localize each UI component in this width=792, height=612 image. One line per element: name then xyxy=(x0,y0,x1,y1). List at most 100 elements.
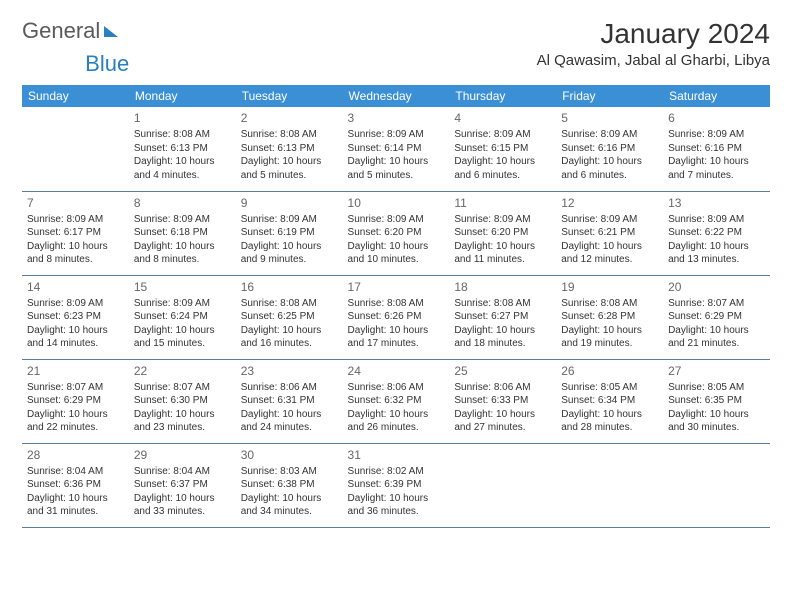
weekday-header: Tuesday xyxy=(236,85,343,107)
sunrise-text: Sunrise: 8:09 AM xyxy=(241,213,338,227)
sunrise-text: Sunrise: 8:04 AM xyxy=(134,465,231,479)
sunrise-text: Sunrise: 8:08 AM xyxy=(561,297,658,311)
sunrise-text: Sunrise: 8:09 AM xyxy=(348,213,445,227)
day-number: 31 xyxy=(348,447,445,463)
logo: General xyxy=(22,18,120,44)
daylight-text: Daylight: 10 hours and 6 minutes. xyxy=(561,155,658,182)
calendar-table: SundayMondayTuesdayWednesdayThursdayFrid… xyxy=(22,85,770,528)
daylight-text: Daylight: 10 hours and 28 minutes. xyxy=(561,408,658,435)
sunrise-text: Sunrise: 8:07 AM xyxy=(668,297,765,311)
day-number: 20 xyxy=(668,279,765,295)
daylight-text: Daylight: 10 hours and 12 minutes. xyxy=(561,240,658,267)
sunset-text: Sunset: 6:22 PM xyxy=(668,226,765,240)
daylight-text: Daylight: 10 hours and 19 minutes. xyxy=(561,324,658,351)
daylight-text: Daylight: 10 hours and 10 minutes. xyxy=(348,240,445,267)
calendar-day-cell: 20 Sunrise: 8:07 AMSunset: 6:29 PMDayligh… xyxy=(663,275,770,359)
day-number: 8 xyxy=(134,195,231,211)
calendar-day-cell: 18Sunrise: 8:08 AMSunset: 6:27 PMDayligh… xyxy=(449,275,556,359)
sunset-text: Sunset: 6:14 PM xyxy=(348,142,445,156)
day-number: 1 xyxy=(134,110,231,126)
title-block: January 2024 Al Qawasim, Jabal al Gharbi… xyxy=(537,18,770,69)
sunrise-text: Sunrise: 8:05 AM xyxy=(561,381,658,395)
daylight-text: Daylight: 10 hours and 21 minutes. xyxy=(668,324,765,351)
day-number: 28 xyxy=(27,447,124,463)
sunrise-text: Sunrise: 8:08 AM xyxy=(241,128,338,142)
sunset-text: Sunset: 6:36 PM xyxy=(27,478,124,492)
weekday-header: Thursday xyxy=(449,85,556,107)
daylight-text: Daylight: 10 hours and 9 minutes. xyxy=(241,240,338,267)
calendar-day-cell: 23Sunrise: 8:06 AMSunset: 6:31 PMDayligh… xyxy=(236,359,343,443)
calendar-day-cell: 5Sunrise: 8:09 AMSunset: 6:16 PMDaylight… xyxy=(556,107,663,191)
sunrise-text: Sunrise: 8:09 AM xyxy=(134,297,231,311)
daylight-text: Daylight: 10 hours and 22 minutes. xyxy=(27,408,124,435)
day-number: 3 xyxy=(348,110,445,126)
sunrise-text: Sunrise: 8:04 AM xyxy=(27,465,124,479)
sunset-text: Sunset: 6:23 PM xyxy=(27,310,124,324)
month-title: January 2024 xyxy=(537,18,770,50)
daylight-text: Daylight: 10 hours and 15 minutes. xyxy=(134,324,231,351)
calendar-body: 1Sunrise: 8:08 AMSunset: 6:13 PMDaylight… xyxy=(22,107,770,527)
sunset-text: Sunset: 6:39 PM xyxy=(348,478,445,492)
day-number: 24 xyxy=(348,363,445,379)
calendar-week-row: 28Sunrise: 8:04 AMSunset: 6:36 PMDayligh… xyxy=(22,443,770,527)
calendar-day-cell: 13Sunrise: 8:09 AMSunset: 6:22 PMDayligh… xyxy=(663,191,770,275)
sunset-text: Sunset: 6:15 PM xyxy=(454,142,551,156)
sunset-text: Sunset: 6:16 PM xyxy=(668,142,765,156)
logo-text-general: General xyxy=(22,18,100,44)
sunrise-text: Sunrise: 8:09 AM xyxy=(454,213,551,227)
daylight-text: Daylight: 10 hours and 23 minutes. xyxy=(134,408,231,435)
sunrise-text: Sunrise: 8:08 AM xyxy=(241,297,338,311)
day-number: 25 xyxy=(454,363,551,379)
calendar-day-cell: 14Sunrise: 8:09 AMSunset: 6:23 PMDayligh… xyxy=(22,275,129,359)
calendar-day-cell: 26Sunrise: 8:05 AMSunset: 6:34 PMDayligh… xyxy=(556,359,663,443)
daylight-text: Daylight: 10 hours and 18 minutes. xyxy=(454,324,551,351)
calendar-day-cell xyxy=(556,443,663,527)
calendar-day-cell: 10Sunrise: 8:09 AMSunset: 6:20 PMDayligh… xyxy=(343,191,450,275)
calendar-week-row: 7 Sunrise: 8:09 AM Sunset: 6:17 PM Daylight… xyxy=(22,191,770,275)
sunset-text: Sunset: 6:29 PM xyxy=(668,310,765,324)
day-number: 17 xyxy=(348,279,445,295)
sunset-text: Sunset: 6:32 PM xyxy=(348,394,445,408)
sunset-text: Sunset: 6:33 PM xyxy=(454,394,551,408)
sunrise-text: Sunrise: 8:09 AM xyxy=(134,213,231,227)
calendar-week-row: 14Sunrise: 8:09 AMSunset: 6:23 PMDayligh… xyxy=(22,275,770,359)
day-number: 26 xyxy=(561,363,658,379)
sunrise-text: Sunrise: 8:09 AM xyxy=(561,213,658,227)
day-number: 14 xyxy=(27,279,124,295)
calendar-day-cell: 19 Sunrise: 8:08 AMSunset: 6:28 PMDayligh… xyxy=(556,275,663,359)
calendar-day-cell: 25Sunrise: 8:06 AMSunset: 6:33 PMDayligh… xyxy=(449,359,556,443)
sunrise-text: Sunrise: 8:09 AM xyxy=(27,297,124,311)
sunrise-text: Sunrise: 8:09 AM xyxy=(561,128,658,142)
calendar-day-cell: 11Sunrise: 8:09 AMSunset: 6:20 PMDayligh… xyxy=(449,191,556,275)
sunset-text: Sunset: 6:17 PM xyxy=(27,226,124,240)
daylight-text: Daylight: 10 hours and 13 minutes. xyxy=(668,240,765,267)
calendar-day-cell: 4Sunrise: 8:09 AMSunset: 6:15 PMDaylight… xyxy=(449,107,556,191)
day-number: 6 xyxy=(668,110,765,126)
calendar-day-cell: 1Sunrise: 8:08 AMSunset: 6:13 PMDaylight… xyxy=(129,107,236,191)
daylight-text: Daylight: 10 hours and 27 minutes. xyxy=(454,408,551,435)
sunset-text: Sunset: 6:37 PM xyxy=(134,478,231,492)
day-number: 16 xyxy=(241,279,338,295)
sunrise-text: Sunrise: 8:02 AM xyxy=(348,465,445,479)
day-number: 10 xyxy=(348,195,445,211)
day-number: 23 xyxy=(241,363,338,379)
calendar-day-cell: 16Sunrise: 8:08 AMSunset: 6:25 PMDayligh… xyxy=(236,275,343,359)
sunrise-text: Sunrise: 8:09 AM xyxy=(454,128,551,142)
day-number: 4 xyxy=(454,110,551,126)
location: Al Qawasim, Jabal al Gharbi, Libya xyxy=(537,52,770,69)
day-number: 7 xyxy=(27,195,124,211)
daylight-text: Daylight: 10 hours and 33 minutes. xyxy=(134,492,231,519)
sunset-text: Sunset: 6:28 PM xyxy=(561,310,658,324)
day-number: 19 xyxy=(561,279,658,295)
calendar-day-cell xyxy=(449,443,556,527)
day-number: 22 xyxy=(134,363,231,379)
sunset-text: Sunset: 6:19 PM xyxy=(241,226,338,240)
daylight-text: Daylight: 10 hours and 8 minutes. xyxy=(134,240,231,267)
daylight-text: Daylight: 10 hours and 26 minutes. xyxy=(348,408,445,435)
calendar-day-cell: 31Sunrise: 8:02 AMSunset: 6:39 PMDayligh… xyxy=(343,443,450,527)
sunset-text: Sunset: 6:31 PM xyxy=(241,394,338,408)
sunrise-text: Sunrise: 8:08 AM xyxy=(454,297,551,311)
daylight-text: Daylight: 10 hours and 7 minutes. xyxy=(668,155,765,182)
sunrise-text: Sunrise: 8:08 AM xyxy=(348,297,445,311)
daylight-text: Daylight: 10 hours and 5 minutes. xyxy=(241,155,338,182)
